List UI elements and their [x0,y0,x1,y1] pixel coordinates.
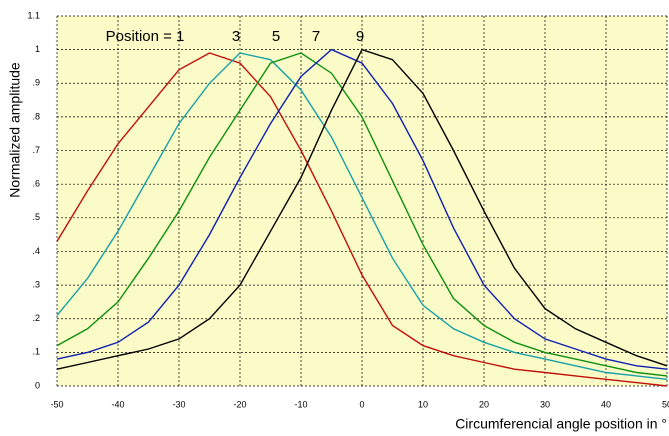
x-tick-label: 40 [601,399,611,409]
y-tick-label: .9 [32,78,40,88]
series-line [56,52,668,377]
x-tick-label: 50 [662,399,669,409]
x-tick-label: -40 [111,399,124,409]
series-line [56,48,668,370]
y-tick-label: .6 [32,179,40,189]
series-line [56,52,668,387]
x-tick-label: 10 [418,399,428,409]
y-tick-label: 1 [35,44,40,54]
x-axis-label: Circumferencial angle position in ° [455,416,667,432]
y-tick-label: .7 [32,145,40,155]
x-tick-label: -10 [294,399,307,409]
x-tick-label: -20 [233,399,246,409]
series-line [56,52,668,380]
y-tick-label: 1.1 [27,10,40,20]
y-tick-label: .3 [32,279,40,289]
x-tick-label: 20 [479,399,489,409]
series-line [56,48,668,370]
annotation: Position = 1 [106,28,185,45]
y-tick-label: .8 [32,111,40,121]
y-tick-label: .2 [32,313,40,323]
y-tick-label: .1 [32,347,40,357]
annotation: 3 [232,28,240,45]
y-axis-label: Normalized amplitude [7,62,23,198]
x-tick-label: -50 [50,399,63,409]
annotation: 9 [356,28,364,45]
annotation: 7 [312,28,320,45]
y-tick-label: 0 [35,380,40,390]
y-tick-label: .5 [32,212,40,222]
annotation: 5 [272,28,280,45]
x-tick-label: 0 [359,399,364,409]
x-tick-label: 30 [540,399,550,409]
y-tick-label: .4 [32,246,40,256]
x-tick-label: -30 [172,399,185,409]
